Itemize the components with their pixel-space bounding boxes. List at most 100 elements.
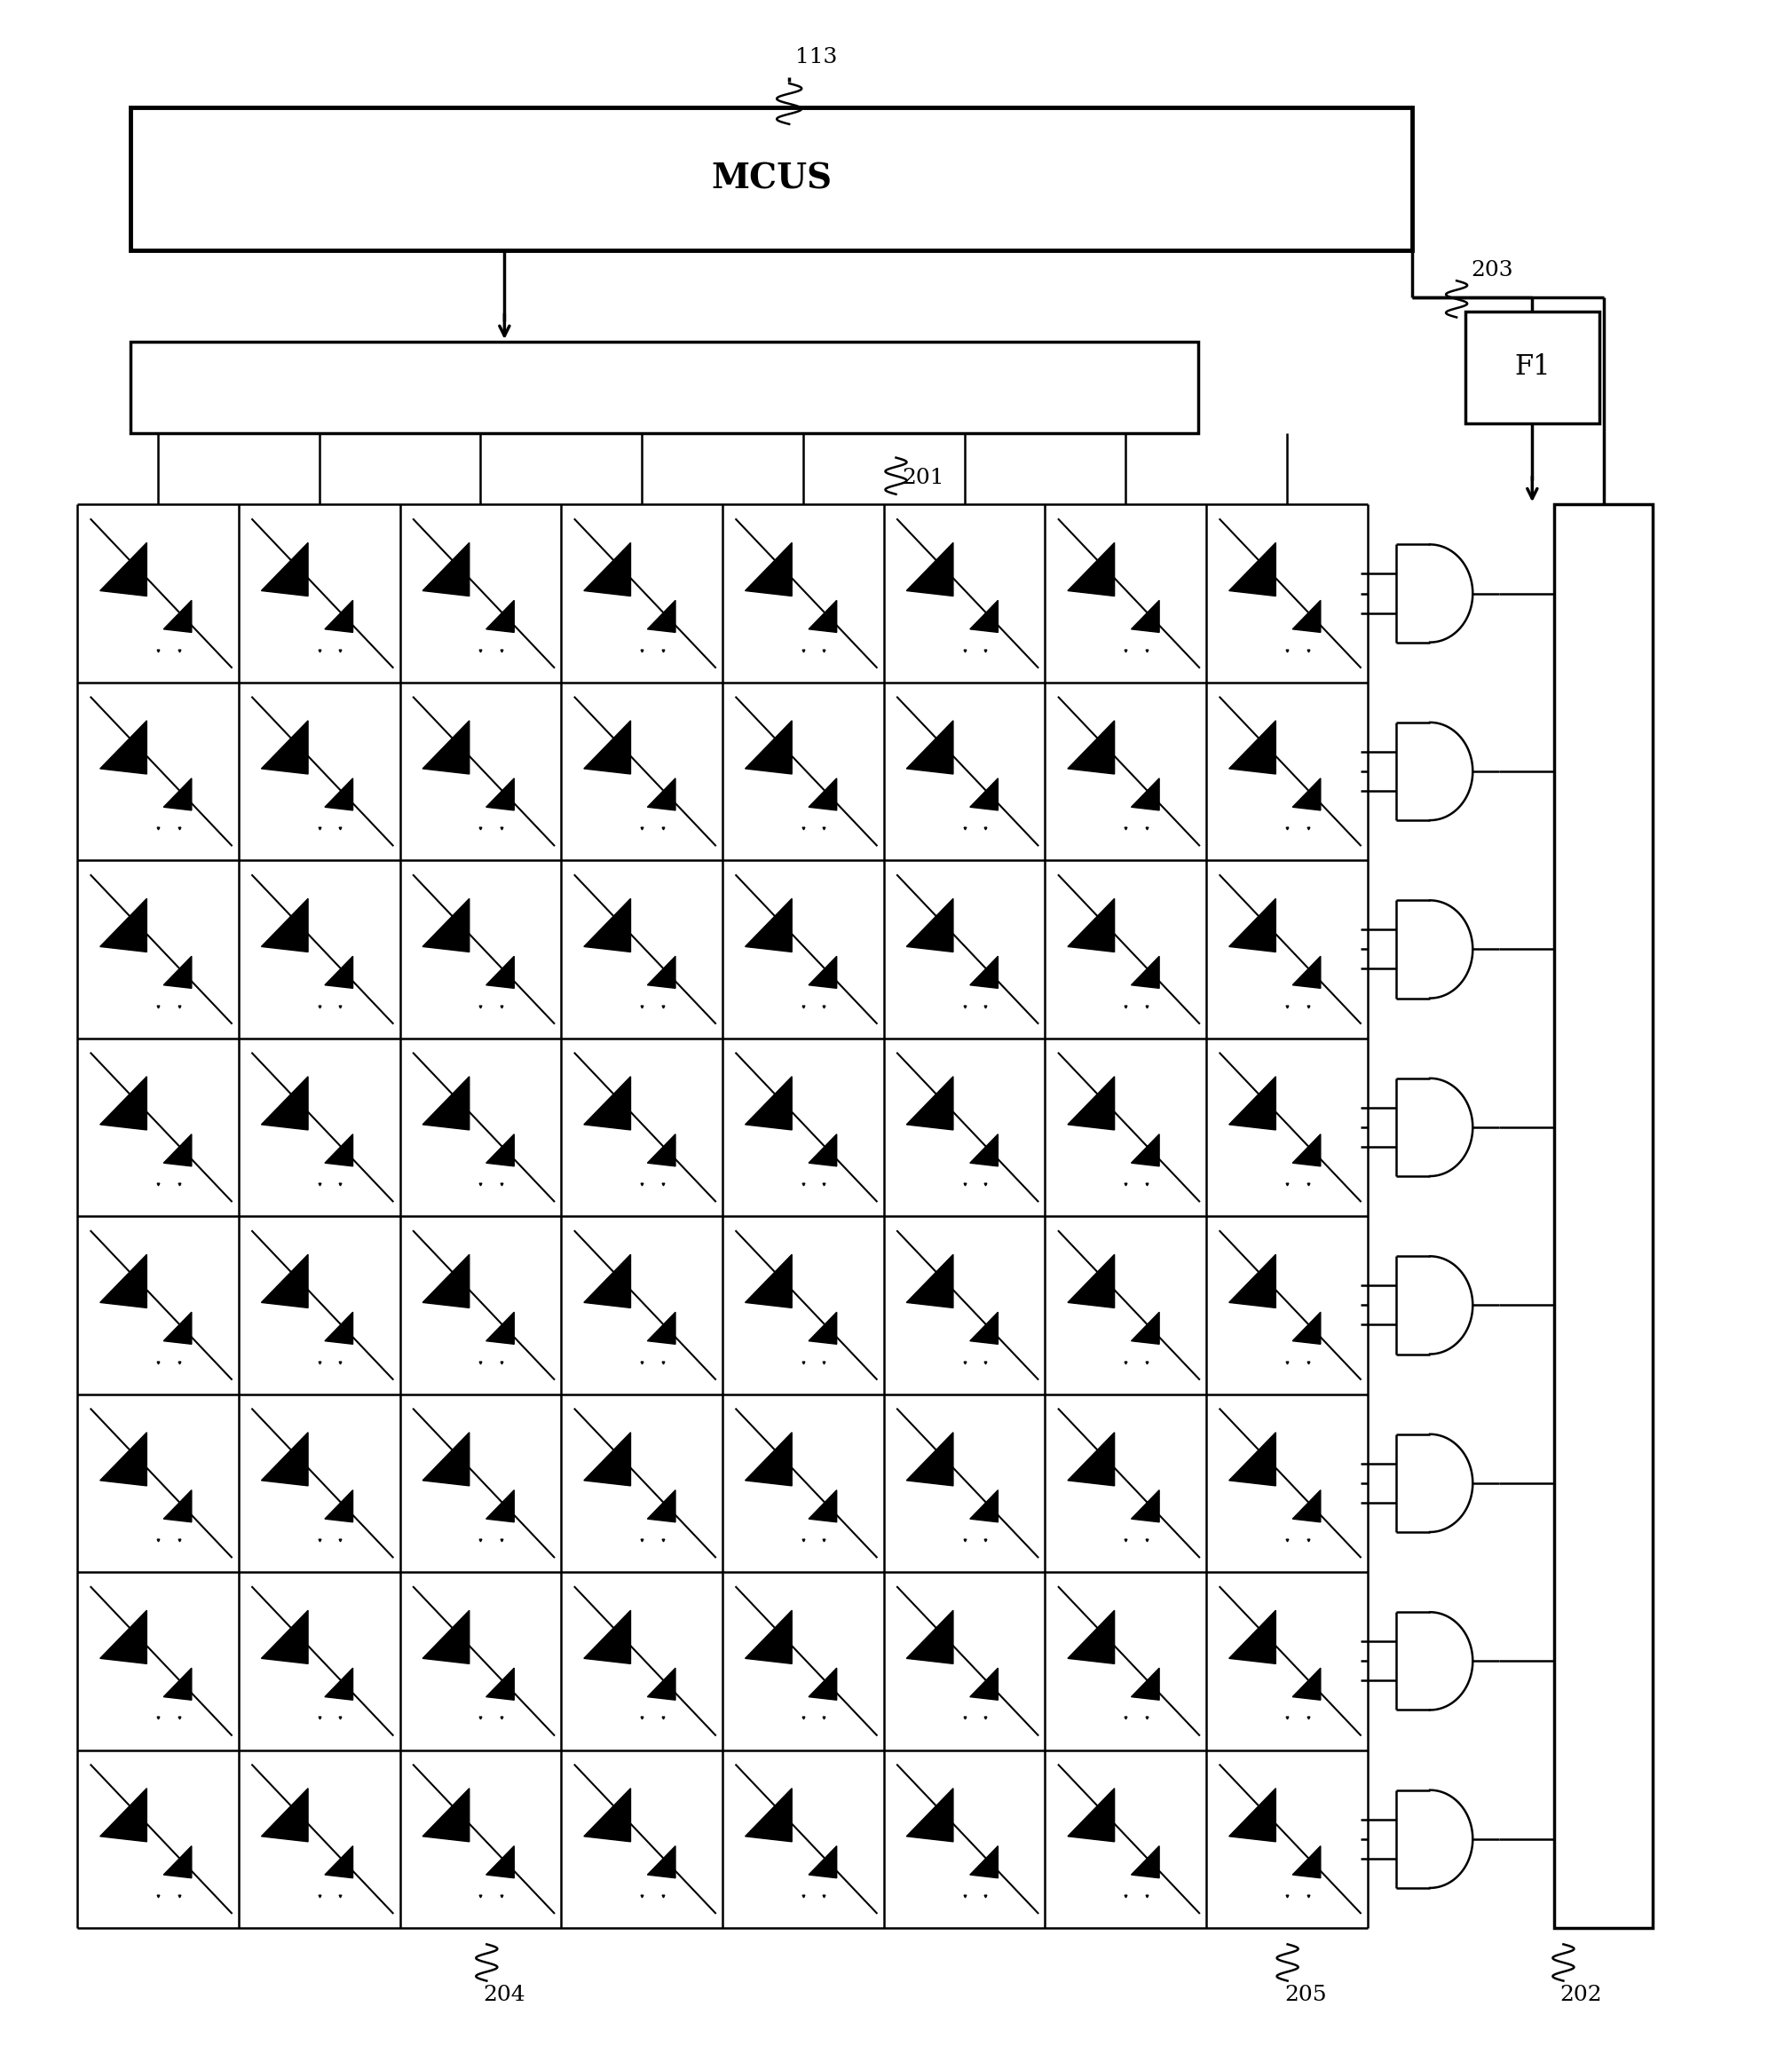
Polygon shape xyxy=(100,898,147,951)
Polygon shape xyxy=(1068,898,1115,951)
Polygon shape xyxy=(1430,1078,1473,1176)
Polygon shape xyxy=(808,1133,837,1166)
Text: F1: F1 xyxy=(1514,354,1550,381)
Polygon shape xyxy=(745,1788,792,1841)
Polygon shape xyxy=(486,1311,514,1344)
Polygon shape xyxy=(163,1133,192,1166)
Polygon shape xyxy=(1131,777,1159,810)
Polygon shape xyxy=(1068,1254,1115,1307)
Polygon shape xyxy=(584,1076,631,1129)
Polygon shape xyxy=(100,1610,147,1663)
Text: 203: 203 xyxy=(1471,260,1512,280)
Polygon shape xyxy=(647,955,676,988)
Polygon shape xyxy=(1131,1489,1159,1522)
Polygon shape xyxy=(324,1845,353,1878)
Polygon shape xyxy=(1292,599,1321,632)
Polygon shape xyxy=(1292,1845,1321,1878)
Text: 205: 205 xyxy=(1285,1985,1326,2005)
Polygon shape xyxy=(1430,900,1473,998)
Polygon shape xyxy=(969,777,998,810)
Polygon shape xyxy=(100,542,147,595)
Bar xyxy=(131,342,1199,434)
Polygon shape xyxy=(745,1610,792,1663)
Text: MCUS: MCUS xyxy=(711,162,831,196)
Polygon shape xyxy=(100,1788,147,1841)
Polygon shape xyxy=(907,898,953,951)
Polygon shape xyxy=(584,1788,631,1841)
Polygon shape xyxy=(808,599,837,632)
Polygon shape xyxy=(1229,1432,1276,1485)
Polygon shape xyxy=(324,777,353,810)
Polygon shape xyxy=(808,1489,837,1522)
Polygon shape xyxy=(907,1254,953,1307)
Polygon shape xyxy=(647,777,676,810)
Polygon shape xyxy=(1430,1256,1473,1354)
Polygon shape xyxy=(100,1076,147,1129)
Polygon shape xyxy=(1229,720,1276,773)
Polygon shape xyxy=(1292,1133,1321,1166)
Polygon shape xyxy=(1068,1076,1115,1129)
Polygon shape xyxy=(1068,1432,1115,1485)
Polygon shape xyxy=(969,599,998,632)
Polygon shape xyxy=(1068,542,1115,595)
Polygon shape xyxy=(808,1845,837,1878)
Polygon shape xyxy=(808,955,837,988)
Polygon shape xyxy=(745,720,792,773)
Polygon shape xyxy=(163,1667,192,1700)
Polygon shape xyxy=(423,1788,470,1841)
Polygon shape xyxy=(1229,898,1276,951)
Polygon shape xyxy=(163,1311,192,1344)
Polygon shape xyxy=(486,1133,514,1166)
Polygon shape xyxy=(584,1610,631,1663)
Polygon shape xyxy=(584,1254,631,1307)
Polygon shape xyxy=(324,1489,353,1522)
Polygon shape xyxy=(486,1489,514,1522)
Polygon shape xyxy=(745,1432,792,1485)
Text: 201: 201 xyxy=(901,469,944,489)
Polygon shape xyxy=(584,542,631,595)
Polygon shape xyxy=(1229,1610,1276,1663)
Polygon shape xyxy=(969,1133,998,1166)
Polygon shape xyxy=(1292,1311,1321,1344)
Polygon shape xyxy=(745,1254,792,1307)
Polygon shape xyxy=(647,1133,676,1166)
Polygon shape xyxy=(163,777,192,810)
Polygon shape xyxy=(262,720,308,773)
Polygon shape xyxy=(1229,1788,1276,1841)
Polygon shape xyxy=(423,1432,470,1485)
Polygon shape xyxy=(907,1432,953,1485)
Polygon shape xyxy=(907,542,953,595)
Polygon shape xyxy=(100,1254,147,1307)
Polygon shape xyxy=(907,1788,953,1841)
Bar xyxy=(1466,311,1598,424)
Polygon shape xyxy=(1068,1610,1115,1663)
Polygon shape xyxy=(486,777,514,810)
Bar xyxy=(1554,505,1652,1927)
Polygon shape xyxy=(808,1311,837,1344)
Polygon shape xyxy=(324,1311,353,1344)
Polygon shape xyxy=(1292,1489,1321,1522)
Polygon shape xyxy=(1131,1133,1159,1166)
Polygon shape xyxy=(1229,1076,1276,1129)
Polygon shape xyxy=(1292,955,1321,988)
Polygon shape xyxy=(1131,1667,1159,1700)
Polygon shape xyxy=(969,1845,998,1878)
Polygon shape xyxy=(100,1432,147,1485)
Polygon shape xyxy=(486,1667,514,1700)
Polygon shape xyxy=(584,1432,631,1485)
Polygon shape xyxy=(907,1076,953,1129)
Polygon shape xyxy=(907,720,953,773)
Polygon shape xyxy=(1430,1434,1473,1532)
Polygon shape xyxy=(163,1845,192,1878)
Polygon shape xyxy=(1292,1667,1321,1700)
Polygon shape xyxy=(262,1610,308,1663)
Polygon shape xyxy=(262,1076,308,1129)
Polygon shape xyxy=(647,1311,676,1344)
Polygon shape xyxy=(584,898,631,951)
Polygon shape xyxy=(262,1254,308,1307)
Polygon shape xyxy=(163,955,192,988)
Polygon shape xyxy=(969,1311,998,1344)
Polygon shape xyxy=(808,777,837,810)
Polygon shape xyxy=(1292,777,1321,810)
Polygon shape xyxy=(808,1667,837,1700)
